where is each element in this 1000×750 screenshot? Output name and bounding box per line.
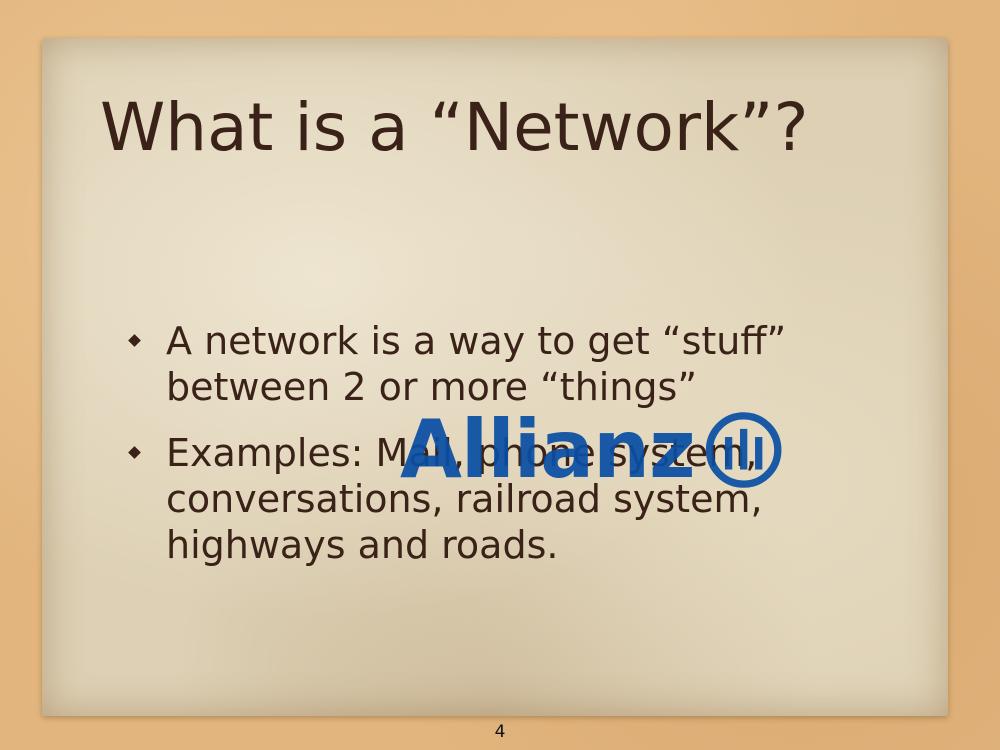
bullet-list: A network is a way to get “stuff” betwee… (128, 318, 848, 588)
page-number: 4 (494, 722, 506, 742)
bullet-diamond-icon (128, 446, 141, 459)
logo-wordmark: Allianz (400, 403, 696, 496)
bullet-item: A network is a way to get “stuff” betwee… (128, 318, 848, 410)
slide-paper (42, 38, 948, 716)
bullet-diamond-icon (128, 334, 141, 347)
slide-title: What is a “Network”? (100, 89, 809, 166)
allianz-logo-watermark: Allianz (400, 398, 784, 502)
bullet-text: Examples: Mail, phone system, conversati… (166, 431, 763, 567)
bullet-text: A network is a way to get “stuff” betwee… (166, 319, 787, 409)
bullet-item: Examples: Mail, phone system, conversati… (128, 430, 848, 568)
allianz-eagle-icon (705, 412, 782, 488)
